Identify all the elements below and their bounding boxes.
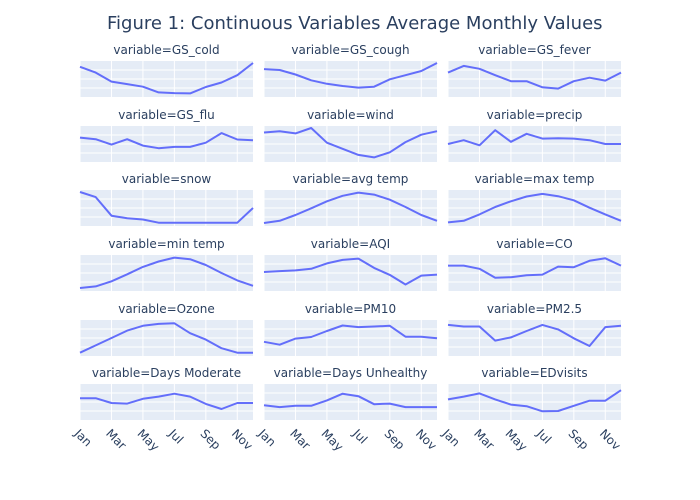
facet-label: variable=PM10 bbox=[305, 302, 396, 316]
series-line bbox=[448, 257, 622, 279]
facet-label: variable=Days Unhealthy bbox=[274, 366, 428, 380]
x-tick-label: Jan bbox=[255, 426, 279, 450]
facet-panel-avg-temp: variable=avg temp bbox=[263, 172, 438, 226]
x-tick-label: Nov bbox=[597, 426, 623, 452]
series-line bbox=[263, 127, 438, 159]
facet-panel-max-temp: variable=max temp bbox=[447, 172, 622, 226]
facet-label: variable=GS_cold bbox=[113, 43, 219, 57]
facet-panel-gs-flu: variable=GS_flu bbox=[79, 108, 254, 162]
series-line bbox=[263, 257, 438, 286]
x-tick-label: Jul bbox=[533, 426, 554, 447]
facet-panel-days-unhealthy: variable=Days Unhealthy bbox=[263, 366, 437, 420]
facet-panel-snow: variable=snow bbox=[79, 172, 254, 226]
facet-panel-gs-cold: variable=GS_cold bbox=[79, 43, 254, 97]
x-tick-label: Jul bbox=[349, 426, 370, 447]
x-tick-label: May bbox=[319, 426, 346, 453]
facet-label: variable=AQI bbox=[311, 237, 390, 251]
x-tick-label: Sep bbox=[565, 426, 591, 452]
facet-label: variable=snow bbox=[122, 172, 212, 186]
x-tick-label: Nov bbox=[413, 426, 439, 452]
facet-label: variable=Days Moderate bbox=[92, 366, 241, 380]
series-line bbox=[79, 132, 254, 150]
x-tick-label: Sep bbox=[381, 426, 407, 452]
facet-panel-pm2-5: variable=PM2.5 bbox=[447, 302, 622, 356]
facet-panel-days-moderate: variable=Days Moderate bbox=[79, 366, 253, 420]
series-line bbox=[79, 256, 254, 289]
x-tick-label: Mar bbox=[471, 426, 497, 452]
series-line bbox=[79, 62, 254, 95]
facet-panel-precip: variable=precip bbox=[447, 108, 621, 162]
series-line bbox=[79, 322, 253, 354]
series-line bbox=[263, 191, 438, 224]
facet-panels: variable=GS_cold variable=GS_cough variabl… bbox=[71, 43, 623, 454]
facet-label: variable=wind bbox=[307, 108, 394, 122]
x-tick-label: May bbox=[503, 426, 530, 453]
x-tick-label: Jan bbox=[71, 426, 95, 450]
facet-label: variable=min temp bbox=[108, 237, 224, 251]
facet-label: variable=GS_cough bbox=[291, 43, 409, 57]
x-tick-label: Jul bbox=[165, 426, 186, 447]
facet-panel-gs-cough: variable=GS_cough bbox=[263, 43, 438, 97]
x-tick-label: Nov bbox=[229, 426, 255, 452]
series-line bbox=[447, 323, 622, 347]
facet-label: variable=precip bbox=[487, 108, 583, 122]
series-line bbox=[447, 129, 621, 147]
x-tick-label: Sep bbox=[197, 426, 223, 452]
series-line bbox=[447, 389, 622, 413]
facet-label: variable=GS_fever bbox=[478, 43, 590, 57]
x-tick-label: Mar bbox=[103, 426, 129, 452]
facet-panel-min-temp: variable=min temp bbox=[79, 237, 254, 291]
facet-panel-co: variable=CO bbox=[447, 237, 622, 291]
facet-panel-wind: variable=wind bbox=[263, 108, 438, 162]
series-line bbox=[80, 392, 253, 410]
x-tick-label: May bbox=[135, 426, 162, 453]
facet-panel-gs-fever: variable=GS_fever bbox=[447, 43, 622, 97]
facet-label: variable=max temp bbox=[475, 172, 595, 186]
facet-panel-pm10: variable=PM10 bbox=[263, 302, 438, 356]
facet-label: variable=GS_flu bbox=[118, 108, 215, 122]
series-line bbox=[263, 324, 438, 346]
series-line bbox=[263, 62, 438, 89]
series-line bbox=[79, 191, 254, 224]
series-line bbox=[447, 192, 622, 224]
facet-label: variable=avg temp bbox=[293, 172, 409, 186]
x-tick-label: Jan bbox=[439, 426, 463, 450]
facet-label: variable=PM2.5 bbox=[487, 302, 582, 316]
facet-panel-ozone: variable=Ozone bbox=[79, 302, 253, 356]
series-line bbox=[263, 392, 437, 409]
x-tick-label: Mar bbox=[287, 426, 313, 452]
facet-label: variable=Ozone bbox=[118, 302, 215, 316]
facet-label: variable=CO bbox=[496, 237, 572, 251]
facet-panel-aqi: variable=AQI bbox=[263, 237, 438, 291]
facet-panel-edvisits: variable=EDvisits bbox=[447, 366, 622, 420]
figure-title: Figure 1: Continuous Variables Average M… bbox=[107, 13, 603, 34]
series-line bbox=[447, 64, 622, 90]
facet-label: variable=EDvisits bbox=[481, 366, 587, 380]
